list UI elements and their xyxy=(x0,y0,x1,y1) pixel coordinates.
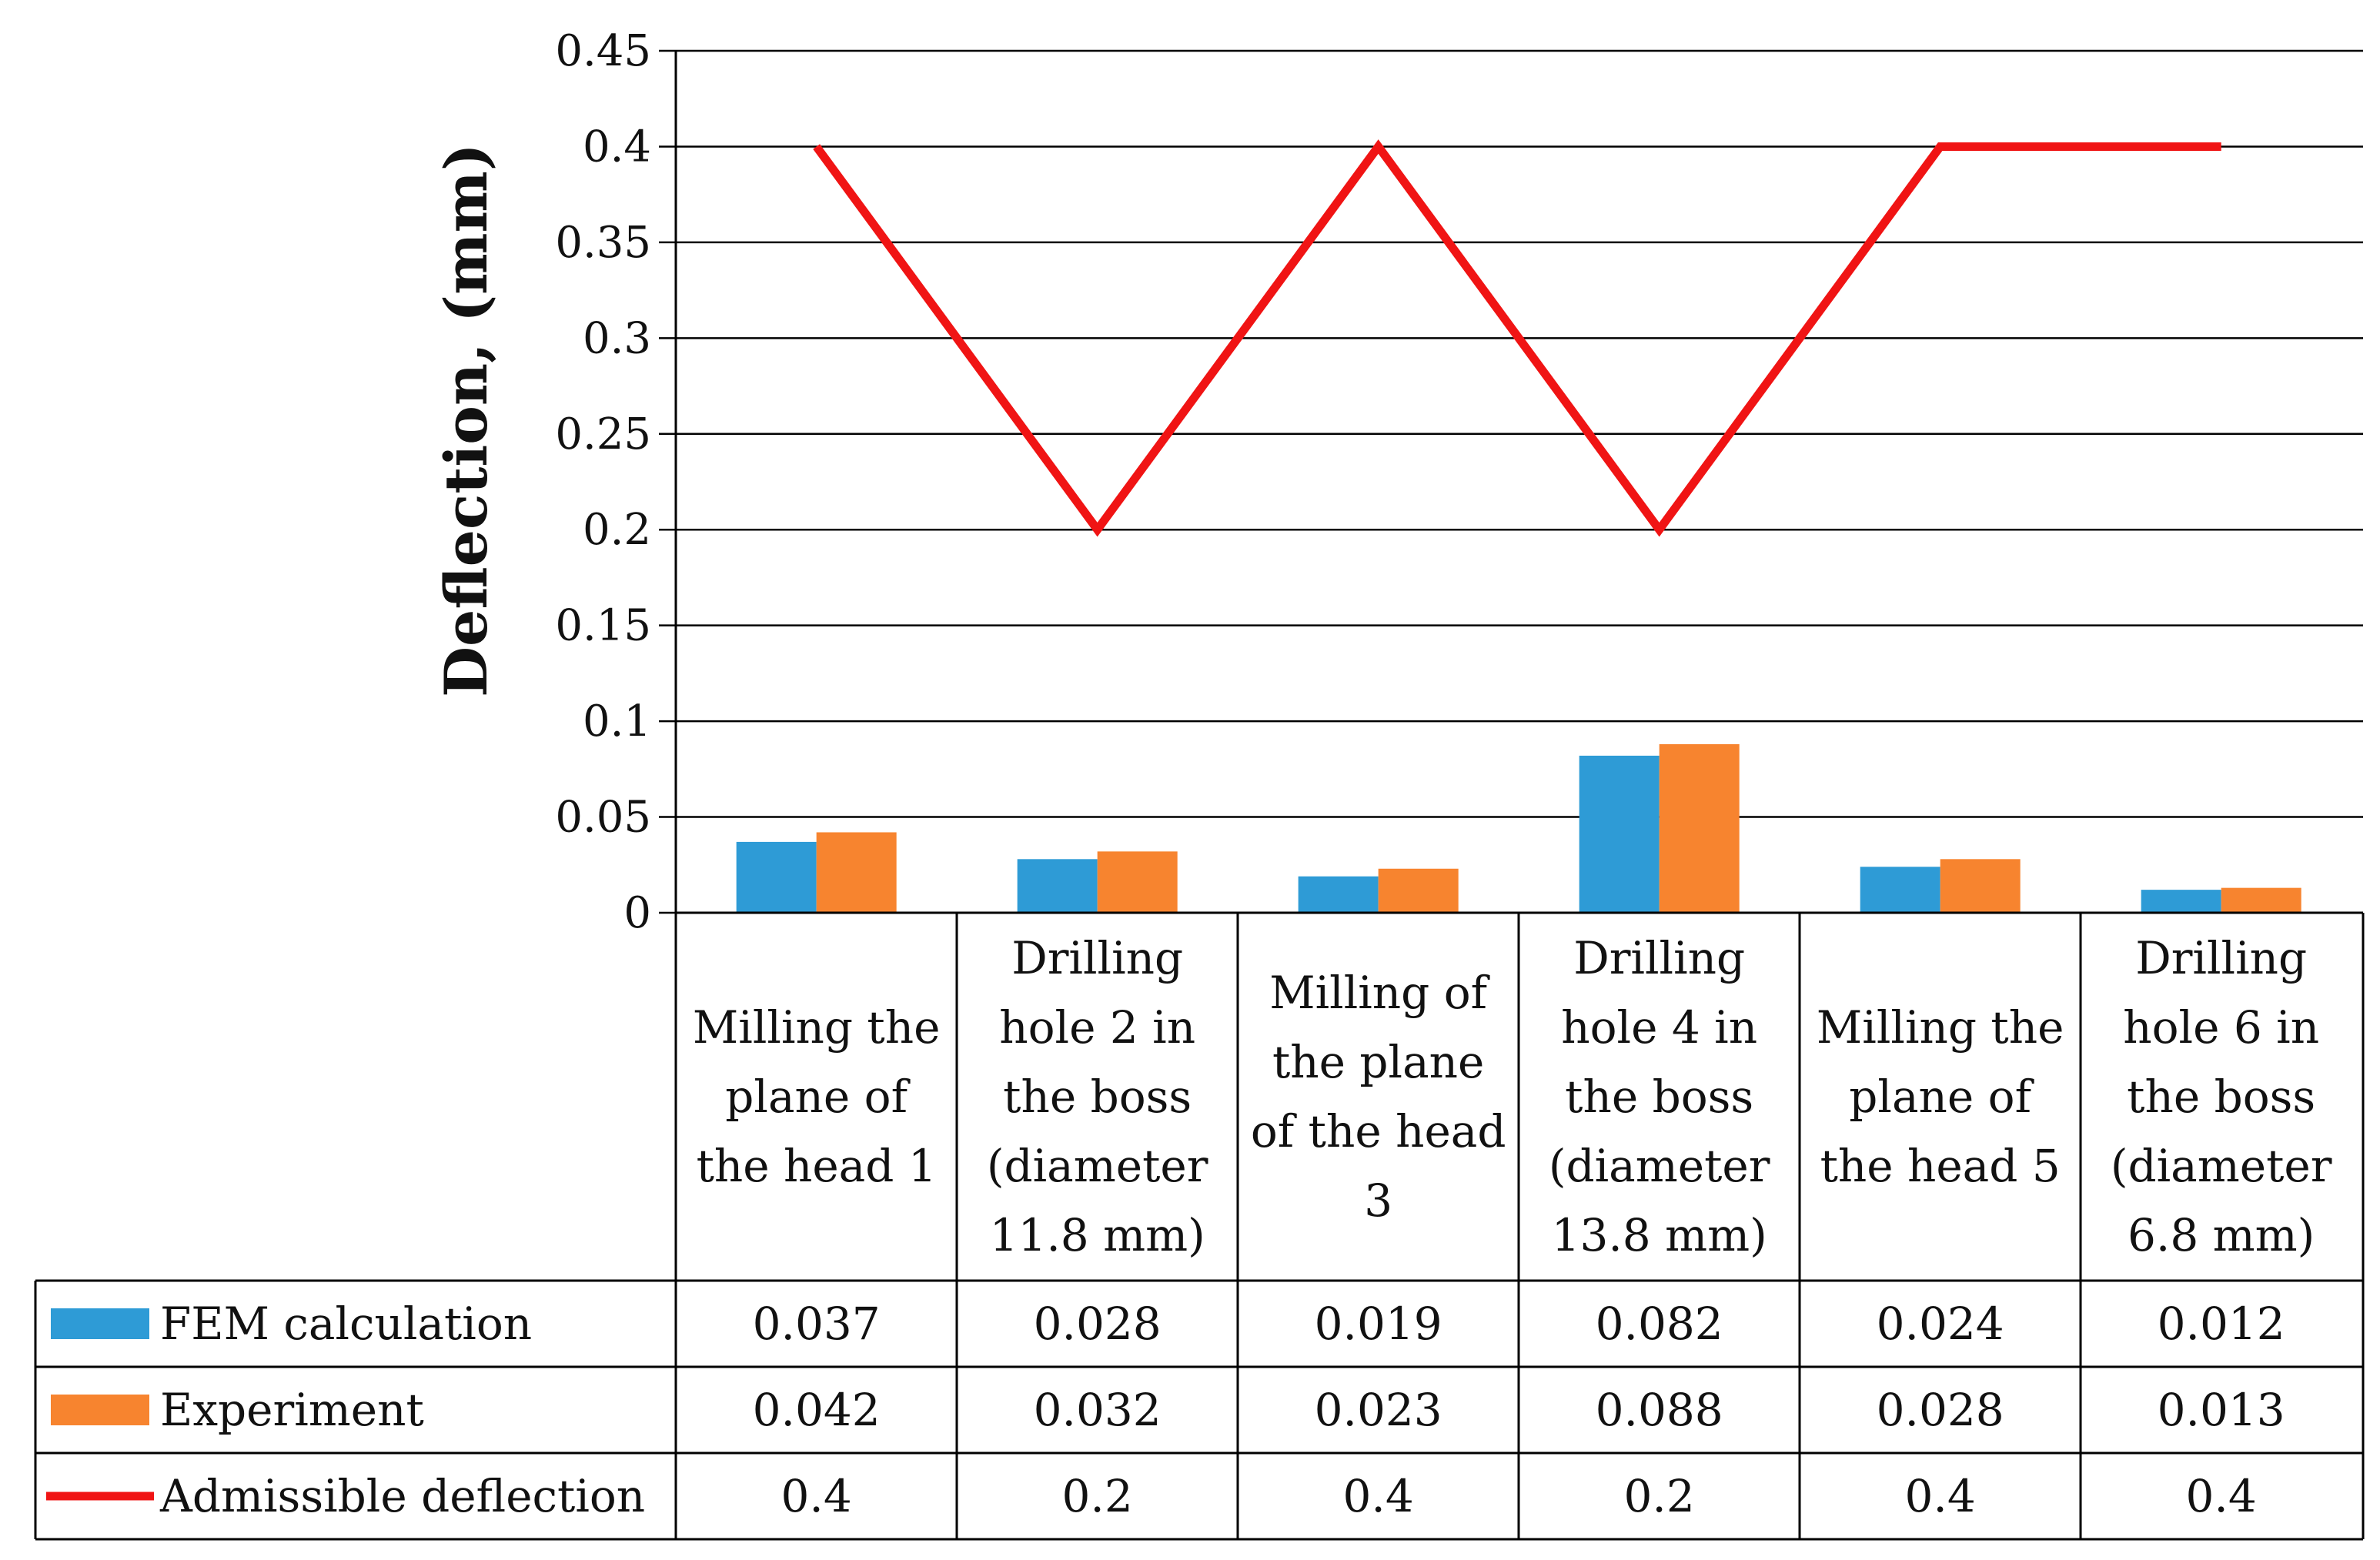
table-cell: 0.023 xyxy=(1315,1384,1442,1436)
y-axis: 0 0.05 0.1 0.15 0.2 0.25 0.3 0.35 0.4 0.45 xyxy=(555,26,677,1539)
bar-fem xyxy=(1579,755,1660,913)
table-cell: 0.088 xyxy=(1596,1384,1723,1436)
bar-experiment xyxy=(1659,743,1740,913)
y-tick-label: 0.2 xyxy=(583,505,651,555)
y-tick-label: 0.05 xyxy=(555,793,651,843)
y-axis-title-group: Deflection, (mm) xyxy=(432,143,500,697)
gridlines xyxy=(676,49,2363,914)
y-axis-title: Deflection, (mm) xyxy=(432,143,500,697)
legend-key-experiment xyxy=(51,1395,149,1425)
table-cell: 0.2 xyxy=(1624,1470,1695,1522)
bar-experiment xyxy=(2221,887,2301,913)
category-label: Drilling hole 6 in the boss (diameter 6.8 mm… xyxy=(2111,932,2332,1261)
table-cell: 0.032 xyxy=(1034,1384,1162,1436)
table-cell: 0.037 xyxy=(753,1298,881,1350)
y-tick-label: 0.1 xyxy=(583,696,651,747)
table-cell: 0.028 xyxy=(1877,1384,2004,1436)
bar-fem xyxy=(1860,867,1940,913)
table-cell: 0.019 xyxy=(1315,1298,1442,1350)
table-cell: 0.082 xyxy=(1596,1298,1723,1350)
legend-label: FEM calculation xyxy=(160,1298,532,1350)
table-cell: 0.024 xyxy=(1877,1298,2004,1350)
table-cell: 0.4 xyxy=(2186,1470,2257,1522)
y-tick-label: 0.35 xyxy=(555,218,651,268)
y-tick-label: 0.15 xyxy=(555,601,651,651)
table-cell: 0.2 xyxy=(1062,1470,1133,1522)
category-label: Drilling hole 4 in the boss (diameter 13.8 m… xyxy=(1549,932,1770,1261)
table-cell: 0.013 xyxy=(2158,1384,2285,1436)
admissible-line-group xyxy=(813,139,2221,537)
bar-experiment xyxy=(1378,868,1459,913)
category-label: Drilling hole 2 in the boss (diameter 11.8 m… xyxy=(987,932,1208,1261)
bars xyxy=(736,743,2301,913)
y-tick-label: 0.4 xyxy=(583,122,651,172)
table-cell: 0.4 xyxy=(781,1470,852,1522)
legend-key-fem xyxy=(51,1308,149,1339)
bar-fem xyxy=(736,841,817,913)
table-cell: 0.4 xyxy=(1905,1470,1976,1522)
bar-experiment xyxy=(1097,851,1178,913)
table-cell: 0.012 xyxy=(2158,1298,2285,1350)
y-tick-label: 0.45 xyxy=(555,26,651,76)
category-label: Milling the plane of the head 5 xyxy=(1817,1001,2064,1192)
legend-label: Experiment xyxy=(160,1384,424,1436)
category-label: Milling the plane of the head 1 xyxy=(693,1001,941,1192)
bar-fem xyxy=(2141,890,2221,913)
table-cell: 0.4 xyxy=(1343,1470,1414,1522)
table-cell: 0.028 xyxy=(1034,1298,1162,1350)
y-tick-label: 0.25 xyxy=(555,409,651,459)
bar-experiment xyxy=(1940,859,2021,913)
bar-experiment xyxy=(816,832,897,913)
legend-label: Admissible deflection xyxy=(159,1470,645,1522)
table-cell: 0.042 xyxy=(753,1384,881,1436)
y-tick-label: 0.3 xyxy=(583,313,651,363)
category-label: Milling of the plane of the head 3 xyxy=(1251,967,1506,1227)
y-tick-label: 0 xyxy=(623,888,651,938)
bar-fem xyxy=(1017,859,1098,913)
bar-fem xyxy=(1298,876,1379,913)
admissible-deflection-line xyxy=(813,139,2221,537)
